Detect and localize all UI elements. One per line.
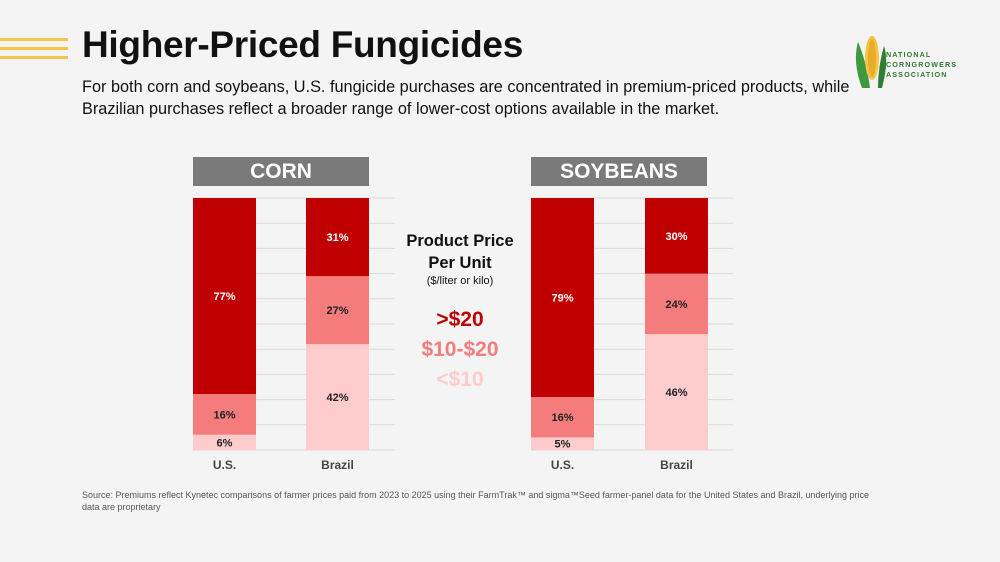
soybeans-bar-us-segment-1 xyxy=(531,397,594,438)
corn-data-label: 77% xyxy=(213,291,235,303)
corn-logo-icon xyxy=(855,36,887,88)
soybeans-bar-brazil-segment-0 xyxy=(645,334,708,450)
corn-bar-us-segment-2 xyxy=(193,198,256,394)
soybeans-category-label: U.S. xyxy=(551,458,574,472)
legend-item-10-20: $10-$20 xyxy=(421,338,499,361)
corn-data-label: 6% xyxy=(217,437,233,449)
corn-bar-brazil-segment-0 xyxy=(306,344,369,450)
corn-data-label: 27% xyxy=(326,305,348,317)
soybeans-data-label: 30% xyxy=(665,231,687,243)
soybeans-panel-header: SOYBEANS xyxy=(531,157,707,186)
soybeans-data-label: 24% xyxy=(665,299,687,311)
corn-panel-header: CORN xyxy=(193,157,369,186)
legend-item-under-10: <$10 xyxy=(436,368,484,391)
legend-title: Product Price Per Unit xyxy=(406,232,514,272)
soybeans-data-label: 46% xyxy=(665,387,687,399)
page-title: Higher-Priced Fungicides xyxy=(82,24,523,65)
corn-bar-us-segment-1 xyxy=(193,394,256,435)
page-subtitle: For both corn and soybeans, U.S. fungici… xyxy=(82,78,850,118)
corn-bar-us-segment-0 xyxy=(193,434,256,450)
soybeans-data-label: 5% xyxy=(555,439,571,451)
corn-data-label: 42% xyxy=(326,392,348,404)
legend-item-over-20: >$20 xyxy=(436,308,484,331)
corn-category-label: U.S. xyxy=(213,458,236,472)
soybeans-bar-brazil-segment-1 xyxy=(645,273,708,335)
corn-data-label: 31% xyxy=(326,232,348,244)
soybeans-category-label: Brazil xyxy=(660,458,693,472)
corn-bar-brazil-segment-1 xyxy=(306,276,369,345)
corn-category-label: Brazil xyxy=(321,458,354,472)
legend-unit: ($/liter or kilo) xyxy=(426,275,494,287)
soybeans-bar-brazil-segment-2 xyxy=(645,198,708,274)
soybeans-bar-us-segment-0 xyxy=(531,437,594,450)
logo-text: NATIONAL CORNGROWERS ASSOCIATION xyxy=(886,50,958,79)
corn-data-label: 16% xyxy=(213,409,235,421)
corn-bar-brazil-segment-2 xyxy=(306,198,369,277)
soybeans-data-label: 79% xyxy=(551,293,573,305)
decorative-lines xyxy=(0,38,68,65)
soybeans-data-label: 16% xyxy=(551,412,573,424)
soybeans-bar-us-segment-2 xyxy=(531,198,594,398)
source-note: Source: Premiums reflect Kynetec compari… xyxy=(82,490,870,512)
